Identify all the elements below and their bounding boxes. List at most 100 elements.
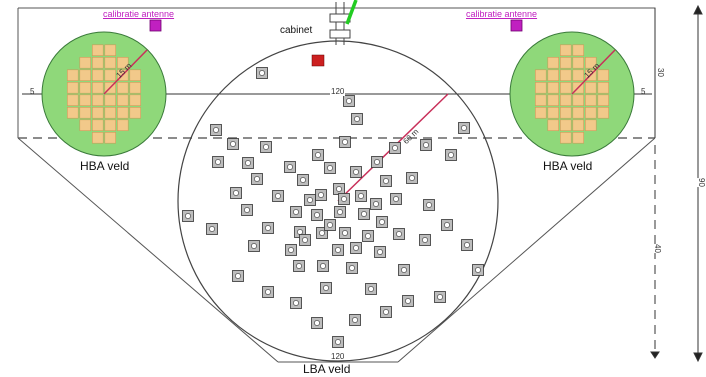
hba-left-tile [79, 94, 92, 107]
lba-antenna [390, 193, 402, 205]
hba-right-label: HBA veld [543, 159, 593, 173]
lba-antenna [458, 122, 470, 134]
lba-antenna [317, 260, 329, 272]
lba-antenna [343, 95, 355, 107]
hba-left-tile [67, 82, 79, 94]
hba-left-tile [117, 94, 129, 107]
hba-left-tile [117, 82, 129, 94]
lba-antenna [376, 216, 388, 228]
lba-antenna [299, 234, 311, 246]
hba-right-tile [572, 107, 584, 119]
lba-antenna [402, 295, 414, 307]
hba-left-tile [104, 69, 117, 82]
lba-antenna [285, 244, 297, 256]
dim-right-upper: 30 [655, 68, 665, 77]
hba-left-tile [92, 82, 104, 94]
hba-left-tile [104, 132, 117, 144]
lba-antenna [380, 175, 392, 187]
dim-right-total: 90 [696, 178, 706, 187]
hba-left-tile [117, 119, 129, 132]
hba-right-tile [559, 69, 572, 82]
hba-right-tile [559, 119, 572, 132]
lba-antenna [350, 166, 362, 178]
lba-antenna [182, 210, 194, 222]
lba-antenna [398, 264, 410, 276]
hba-left-tile [129, 69, 142, 82]
hba-right-tile [547, 119, 559, 132]
lba-antenna [406, 172, 418, 184]
lba-antenna [346, 262, 358, 274]
lba-antenna [290, 206, 302, 218]
hba-left-tile [129, 82, 142, 94]
dim-right-lower: 40 [652, 244, 662, 253]
hba-left-tile [117, 107, 129, 119]
hba-left-tile [92, 44, 104, 56]
hba-right-tile [597, 94, 609, 107]
lba-antenna [251, 173, 263, 185]
hba-right-tile [534, 107, 547, 119]
hba-field-left [41, 31, 167, 157]
hba-left-tile [67, 94, 79, 107]
dim-bottom: 120 [331, 352, 345, 361]
hba-left-tile [79, 56, 92, 69]
hba-left-tile [67, 69, 79, 82]
hba-right-tile [597, 107, 609, 119]
lba-antenna [232, 270, 244, 282]
hba-left-tile [92, 69, 104, 82]
hba-left-tile [92, 107, 104, 119]
lba-antenna [371, 156, 383, 168]
lba-antenna-group [182, 67, 484, 348]
lba-antenna [260, 141, 272, 153]
hba-left-tile [104, 94, 117, 107]
hba-left-tile [129, 94, 142, 107]
lba-antenna [393, 228, 405, 240]
hba-left-tile [92, 56, 104, 69]
hba-right-tile [534, 82, 547, 94]
hba-right-tile [584, 82, 597, 94]
lba-antenna [338, 193, 350, 205]
lba-antenna [304, 194, 316, 206]
hba-left-tile [67, 107, 79, 119]
lba-antenna [230, 187, 242, 199]
lba-antenna [380, 306, 392, 318]
lba-antenna [272, 190, 284, 202]
hba-right-tile [572, 69, 584, 82]
hba-right-tile [559, 82, 572, 94]
lba-antenna [351, 113, 363, 125]
lba-antenna [332, 336, 344, 348]
lba-antenna [370, 198, 382, 210]
hba-right-tile [547, 107, 559, 119]
hba-left-tile [79, 107, 92, 119]
lba-antenna [290, 297, 302, 309]
hba-right-tile [597, 69, 609, 82]
hba-right-tile [584, 94, 597, 107]
lba-antenna [461, 239, 473, 251]
cabinet-label: cabinet [280, 25, 313, 36]
hba-left-tile [79, 119, 92, 132]
lba-antenna [362, 230, 374, 242]
hba-left-tile [104, 119, 117, 132]
lba-antenna [445, 149, 457, 161]
hba-right-tile [534, 69, 547, 82]
hba-left-label: HBA veld [80, 159, 130, 173]
lba-antenna [262, 286, 274, 298]
hba-right-tile [559, 107, 572, 119]
hba-left-tile [104, 56, 117, 69]
lba-antenna [241, 204, 253, 216]
lba-antenna [315, 189, 327, 201]
dim-left-edge: 5 [30, 87, 35, 96]
lba-antenna [242, 157, 254, 169]
lba-antenna [374, 246, 386, 258]
hba-right-tile [584, 119, 597, 132]
hba-field-right [509, 31, 635, 157]
hba-right-tile [547, 69, 559, 82]
lba-antenna [365, 283, 377, 295]
lba-antenna [419, 234, 431, 246]
lba-antenna [350, 242, 362, 254]
lba-antenna [339, 136, 351, 148]
hba-left-tile [117, 56, 129, 69]
lba-antenna [210, 124, 222, 136]
hba-right-tile [559, 132, 572, 144]
lba-antenna [311, 317, 323, 329]
